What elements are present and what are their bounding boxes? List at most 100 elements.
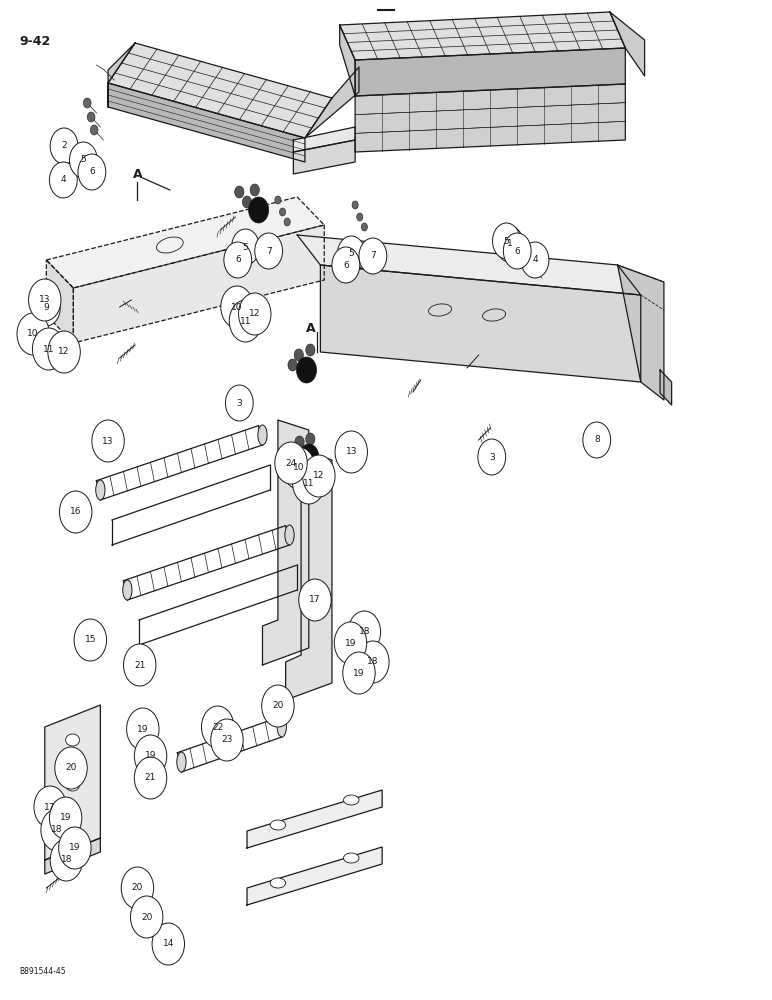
Text: 20: 20 — [273, 702, 283, 710]
Circle shape — [357, 213, 363, 221]
Circle shape — [250, 184, 259, 196]
Text: 6: 6 — [89, 167, 95, 176]
Circle shape — [29, 279, 61, 321]
Ellipse shape — [258, 425, 267, 445]
Circle shape — [359, 238, 387, 274]
Circle shape — [121, 867, 154, 909]
Text: 21: 21 — [145, 774, 156, 782]
Polygon shape — [355, 84, 625, 152]
Circle shape — [201, 706, 234, 748]
Circle shape — [78, 154, 106, 190]
Circle shape — [124, 644, 156, 686]
Text: 20: 20 — [132, 884, 143, 892]
Text: 12: 12 — [59, 348, 69, 357]
Ellipse shape — [96, 480, 105, 500]
Circle shape — [503, 233, 531, 269]
Circle shape — [290, 447, 300, 459]
Circle shape — [242, 196, 252, 208]
Text: 15: 15 — [85, 636, 96, 645]
Circle shape — [90, 125, 98, 135]
Circle shape — [348, 611, 381, 653]
Circle shape — [127, 708, 159, 750]
Circle shape — [352, 201, 358, 209]
Text: 6: 6 — [514, 246, 520, 255]
Circle shape — [255, 233, 283, 269]
Text: 11: 11 — [43, 344, 54, 354]
Text: 3: 3 — [236, 398, 242, 408]
Text: 5: 5 — [80, 155, 86, 164]
Text: 5: 5 — [242, 242, 249, 251]
Text: 19: 19 — [145, 752, 156, 760]
Text: 5: 5 — [348, 249, 354, 258]
Circle shape — [50, 839, 83, 881]
Circle shape — [32, 290, 60, 326]
Circle shape — [134, 735, 167, 777]
Polygon shape — [45, 838, 100, 874]
Circle shape — [34, 786, 66, 828]
Text: 19: 19 — [60, 814, 71, 822]
Text: 6: 6 — [235, 255, 241, 264]
Ellipse shape — [344, 853, 359, 863]
Text: B891544-45: B891544-45 — [19, 967, 66, 976]
Polygon shape — [297, 235, 641, 295]
Polygon shape — [108, 43, 332, 138]
Circle shape — [306, 433, 315, 445]
Text: A: A — [306, 322, 316, 336]
Circle shape — [513, 240, 521, 250]
Circle shape — [296, 357, 317, 383]
Circle shape — [87, 112, 95, 122]
Circle shape — [343, 652, 375, 694]
Circle shape — [299, 444, 319, 470]
Text: 10: 10 — [28, 330, 39, 338]
Circle shape — [235, 186, 244, 198]
Circle shape — [50, 128, 78, 164]
Polygon shape — [610, 12, 645, 76]
Circle shape — [239, 293, 271, 335]
Ellipse shape — [177, 752, 186, 772]
Polygon shape — [305, 67, 359, 138]
Text: 12: 12 — [313, 472, 324, 481]
Text: 10: 10 — [293, 464, 304, 473]
Circle shape — [48, 331, 80, 373]
Polygon shape — [46, 260, 73, 343]
Circle shape — [303, 455, 335, 497]
Circle shape — [293, 462, 325, 504]
Circle shape — [529, 263, 537, 273]
Text: 20: 20 — [141, 912, 152, 922]
Text: 17: 17 — [45, 802, 56, 812]
Polygon shape — [293, 127, 355, 152]
Text: 19: 19 — [354, 668, 364, 678]
Circle shape — [55, 747, 87, 789]
Circle shape — [583, 422, 611, 458]
Circle shape — [41, 809, 73, 851]
Text: 20: 20 — [66, 764, 76, 772]
Circle shape — [49, 797, 82, 839]
Text: 18: 18 — [61, 856, 72, 864]
Circle shape — [134, 757, 167, 799]
Ellipse shape — [66, 779, 80, 791]
Circle shape — [361, 223, 367, 231]
Polygon shape — [355, 48, 625, 96]
Circle shape — [221, 286, 253, 328]
Circle shape — [262, 685, 294, 727]
Text: 19: 19 — [69, 844, 80, 852]
Polygon shape — [247, 790, 382, 848]
Circle shape — [59, 491, 92, 533]
Circle shape — [284, 218, 290, 226]
Circle shape — [92, 420, 124, 462]
Circle shape — [83, 98, 91, 108]
Circle shape — [249, 197, 269, 223]
Text: 8: 8 — [594, 436, 600, 444]
Circle shape — [130, 896, 163, 938]
Ellipse shape — [285, 525, 294, 545]
Text: 7: 7 — [266, 246, 272, 255]
Circle shape — [225, 385, 253, 421]
Text: 4: 4 — [60, 176, 66, 184]
Text: 7: 7 — [370, 251, 376, 260]
Circle shape — [288, 359, 297, 371]
Polygon shape — [320, 265, 641, 382]
Polygon shape — [262, 420, 309, 665]
Circle shape — [357, 641, 389, 683]
Circle shape — [275, 196, 281, 204]
Text: 19: 19 — [137, 724, 148, 734]
